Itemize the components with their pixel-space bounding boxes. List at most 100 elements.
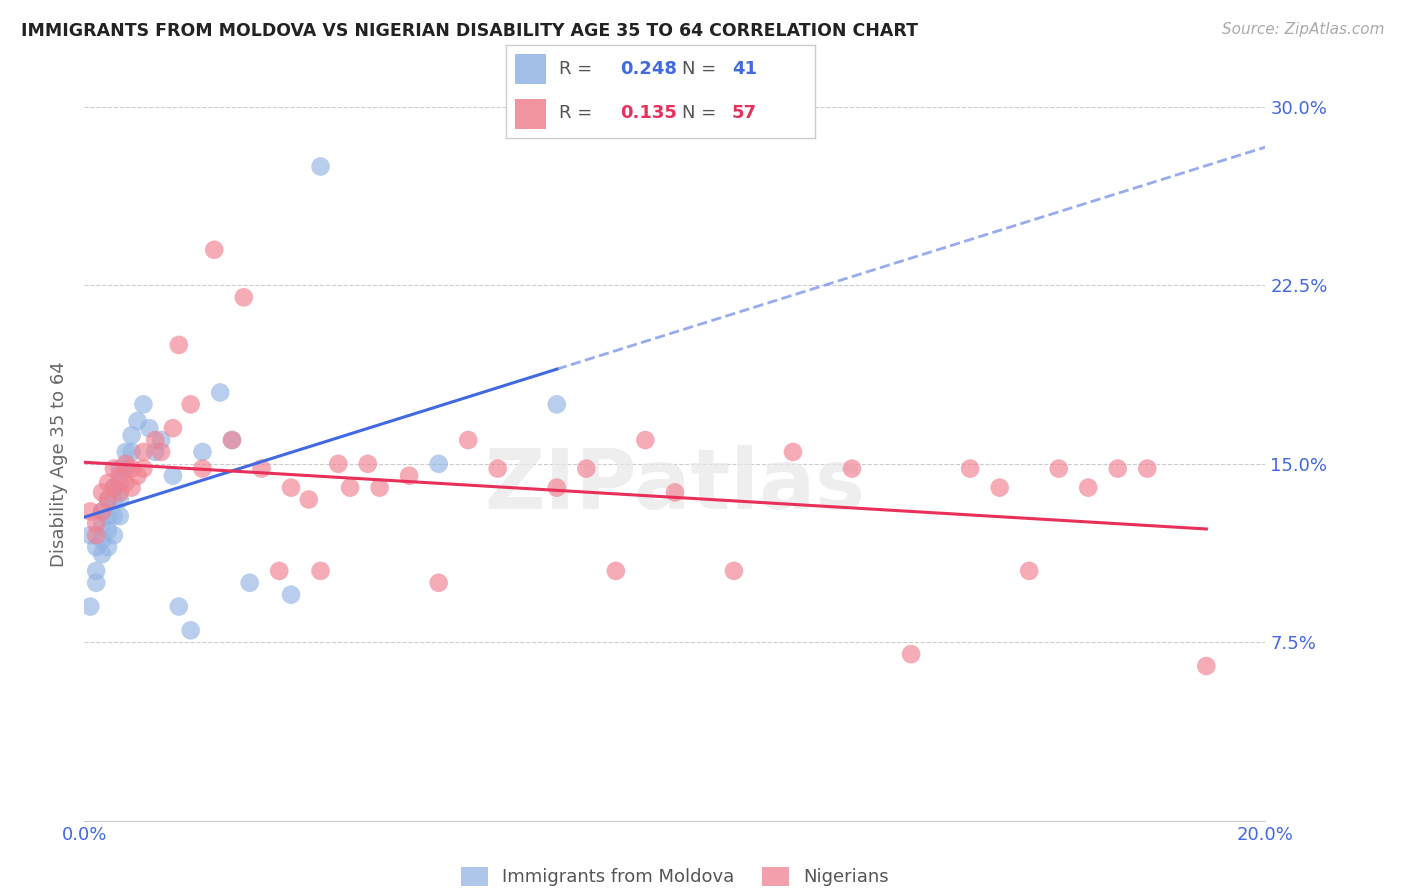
Point: [664, 485, 686, 500]
Point: [121, 428, 143, 442]
Point: [103, 509, 125, 524]
Point: [1195, 659, 1218, 673]
Point: [132, 445, 155, 459]
Point: [209, 385, 232, 400]
Point: [427, 457, 450, 471]
Point: [97, 540, 120, 554]
Point: [121, 481, 143, 495]
Point: [114, 457, 136, 471]
Point: [232, 290, 254, 304]
Point: [132, 461, 155, 475]
Point: [108, 461, 131, 475]
Point: [84, 540, 107, 554]
Point: [723, 564, 745, 578]
Point: [91, 504, 114, 518]
Point: [398, 468, 420, 483]
Point: [91, 504, 114, 518]
Point: [546, 397, 568, 411]
Point: [91, 547, 114, 561]
Point: [427, 575, 450, 590]
Point: [108, 485, 131, 500]
Point: [239, 575, 262, 590]
Text: R =: R =: [558, 104, 598, 122]
Point: [121, 461, 143, 475]
Point: [127, 414, 149, 428]
Point: [143, 433, 166, 447]
Point: [280, 481, 302, 495]
Point: [108, 468, 131, 483]
Bar: [516, 99, 547, 129]
Point: [79, 504, 101, 518]
Point: [84, 575, 107, 590]
Point: [900, 647, 922, 661]
Point: [114, 475, 136, 490]
Point: [309, 160, 332, 174]
Point: [457, 433, 479, 447]
Point: [143, 445, 166, 459]
Point: [103, 492, 125, 507]
Point: [79, 599, 101, 614]
Point: [180, 397, 202, 411]
Point: [97, 524, 120, 538]
Point: [191, 461, 214, 475]
Text: N =: N =: [682, 61, 723, 78]
Point: [138, 421, 160, 435]
Point: [180, 624, 202, 638]
Point: [328, 457, 350, 471]
Point: [114, 445, 136, 459]
Point: [97, 492, 120, 507]
Point: [162, 421, 184, 435]
Point: [1018, 564, 1040, 578]
Point: [250, 461, 273, 475]
Text: N =: N =: [682, 104, 723, 122]
Point: [575, 461, 598, 475]
Point: [103, 461, 125, 475]
Point: [162, 468, 184, 483]
Text: IMMIGRANTS FROM MOLDOVA VS NIGERIAN DISABILITY AGE 35 TO 64 CORRELATION CHART: IMMIGRANTS FROM MOLDOVA VS NIGERIAN DISA…: [21, 22, 918, 40]
Point: [339, 481, 361, 495]
Point: [1107, 461, 1129, 475]
Point: [97, 509, 120, 524]
Point: [280, 588, 302, 602]
Point: [79, 528, 101, 542]
Point: [221, 433, 243, 447]
Text: R =: R =: [558, 61, 598, 78]
Point: [357, 457, 380, 471]
Text: Source: ZipAtlas.com: Source: ZipAtlas.com: [1222, 22, 1385, 37]
Point: [84, 564, 107, 578]
Point: [546, 481, 568, 495]
Point: [121, 445, 143, 459]
Point: [988, 481, 1011, 495]
Point: [634, 433, 657, 447]
Point: [167, 338, 190, 352]
Point: [132, 397, 155, 411]
Point: [127, 468, 149, 483]
Text: 41: 41: [733, 61, 756, 78]
Point: [486, 461, 509, 475]
Point: [269, 564, 291, 578]
Point: [114, 461, 136, 475]
Point: [1077, 481, 1099, 495]
Point: [84, 516, 107, 531]
Point: [97, 475, 120, 490]
Point: [91, 516, 114, 531]
Point: [103, 528, 125, 542]
Point: [221, 433, 243, 447]
Point: [97, 492, 120, 507]
Point: [959, 461, 981, 475]
Point: [167, 599, 190, 614]
Point: [202, 243, 225, 257]
Point: [91, 533, 114, 547]
Point: [1136, 461, 1159, 475]
Point: [1047, 461, 1070, 475]
Text: 57: 57: [733, 104, 756, 122]
Point: [103, 481, 125, 495]
Bar: [516, 54, 547, 84]
Point: [191, 445, 214, 459]
Point: [103, 481, 125, 495]
Point: [782, 445, 804, 459]
Text: 0.135: 0.135: [620, 104, 678, 122]
Point: [309, 564, 332, 578]
Legend: Immigrants from Moldova, Nigerians: Immigrants from Moldova, Nigerians: [454, 860, 896, 892]
Point: [108, 492, 131, 507]
